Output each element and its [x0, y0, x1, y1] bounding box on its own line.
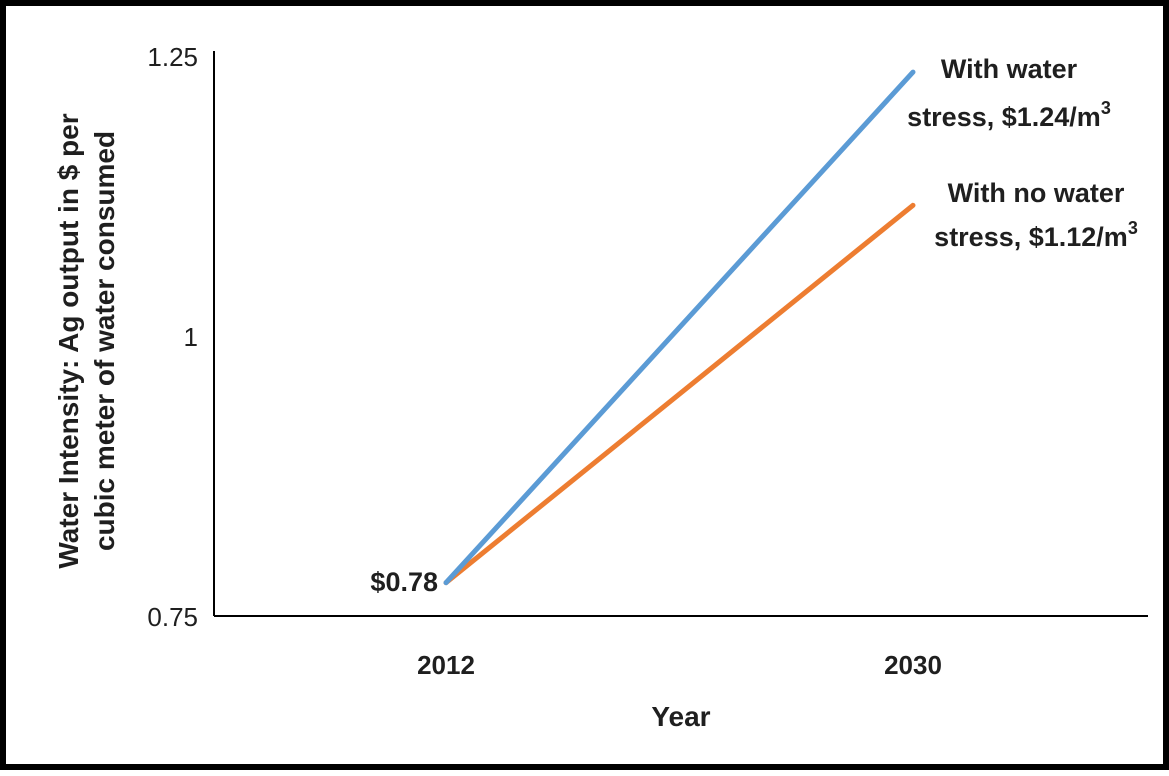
start-value-label: $0.78 — [370, 567, 438, 597]
annotation-water-stress-text: stress, $1.24/m — [907, 102, 1101, 132]
y-tick-label: 1.25 — [147, 42, 198, 72]
annotation-no-water-stress-text: stress, $1.12/m — [934, 222, 1128, 252]
superscript-3: 3 — [1128, 218, 1138, 238]
y-axis-title-line-1: Water Intensity: Ag output in $ per — [53, 113, 84, 568]
series-line-with-no-water-stress — [443, 202, 916, 586]
superscript-3: 3 — [1101, 98, 1111, 118]
annotation-no-water-stress-line-2: stress, $1.12/m3 — [934, 218, 1138, 252]
annotation-water-stress-line-1: With water — [941, 54, 1078, 84]
x-axis-title: Year — [651, 701, 710, 732]
series-group — [443, 69, 916, 586]
y-tick-label: 1 — [184, 322, 198, 352]
annotation-water-stress-line-2: stress, $1.24/m3 — [907, 98, 1111, 132]
line-chart: 1.25 1 0.75 2012 2030 Year Water Intensi… — [53, 42, 1148, 732]
annotation-no-water-stress-line-1: With no water — [948, 178, 1125, 208]
series-line-with-water-stress — [443, 69, 916, 586]
x-tick-label: 2030 — [884, 650, 942, 680]
y-axis-title-line-2: cubic meter of water consumed — [89, 131, 120, 551]
y-tick-label: 0.75 — [147, 602, 198, 632]
x-tick-label: 2012 — [417, 650, 475, 680]
